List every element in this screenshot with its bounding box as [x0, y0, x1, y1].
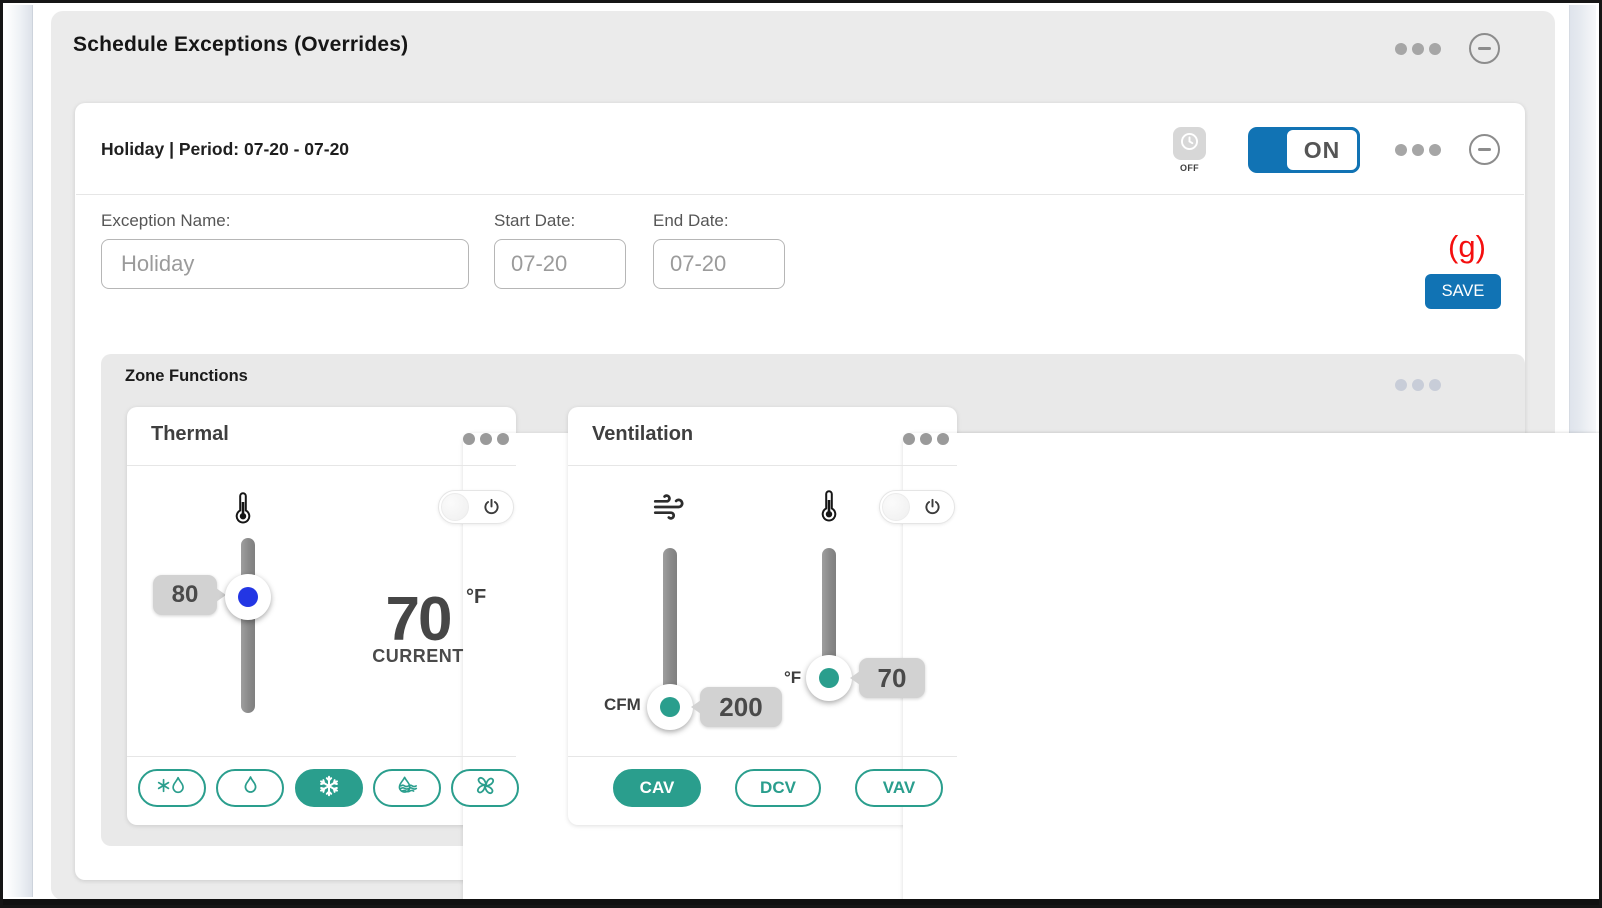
- ventilation-card: [568, 407, 957, 825]
- zone-menu-dots-icon[interactable]: [1395, 379, 1441, 391]
- panel-collapse-button[interactable]: [1469, 33, 1500, 64]
- ventilation-title: Ventilation: [592, 423, 694, 445]
- thermal-mode-heat-button[interactable]: [216, 769, 284, 807]
- exception-name-label: Exception Name:: [101, 211, 231, 230]
- header-divider: [76, 194, 1524, 195]
- end-date-label: End Date:: [653, 211, 729, 230]
- thermal-slider-handle[interactable]: [225, 574, 271, 620]
- vent-temp-unit-label: °F: [784, 668, 802, 687]
- end-date-input[interactable]: [653, 239, 785, 289]
- thermal-mode-dehumidify-button[interactable]: [373, 769, 441, 807]
- fan-icon: [473, 773, 498, 803]
- exception-on-toggle[interactable]: ON: [1248, 127, 1360, 173]
- thermal-mode-fan-button[interactable]: [451, 769, 519, 807]
- current-temperature-label: CURRENT: [372, 646, 464, 666]
- droplet-waves-icon: [395, 774, 420, 802]
- toggle-knob: [441, 493, 469, 521]
- ventilation-header-divider: [568, 465, 957, 466]
- thermometer-icon: [818, 487, 840, 528]
- page-title: Schedule Exceptions (Overrides): [73, 33, 409, 56]
- exception-name-input[interactable]: [101, 239, 469, 289]
- toggle-knob: [882, 493, 910, 521]
- schedule-toggle-state: OFF: [1180, 163, 1199, 173]
- cfm-handle-dot: [660, 697, 680, 717]
- cfm-value: 200: [719, 691, 763, 722]
- thermal-mode-auto-button[interactable]: [138, 769, 206, 807]
- ventilation-mode-cav-button[interactable]: CAV: [613, 769, 701, 807]
- current-temperature-unit: °F: [466, 586, 487, 608]
- start-date-input[interactable]: [494, 239, 626, 289]
- bubble-arrow: [691, 700, 701, 714]
- snow-flame-icon: [157, 774, 187, 802]
- thermal-setpoint-bubble: 80: [153, 575, 226, 615]
- vent-temp-slider-handle[interactable]: [806, 655, 852, 701]
- vent-temp-value-bubble: 70: [850, 658, 925, 698]
- cfm-value-bubble: 200: [691, 687, 782, 727]
- minus-icon: [1478, 47, 1491, 50]
- thermal-handle-dot: [238, 587, 258, 607]
- thermal-setpoint-value: 80: [171, 581, 199, 608]
- thermometer-icon: [232, 489, 254, 530]
- thermal-card: [127, 407, 516, 825]
- start-date-label: Start Date:: [494, 211, 576, 230]
- ventilation-menu-dots-icon[interactable]: [903, 433, 1599, 905]
- exception-collapse-button[interactable]: [1469, 134, 1500, 165]
- vent-temp-value: 70: [877, 662, 907, 693]
- cfm-slider-track[interactable]: [663, 548, 677, 714]
- clock-icon: [1179, 131, 1200, 157]
- toggle-on-label: ON: [1284, 127, 1360, 173]
- bubble-arrow: [850, 671, 860, 685]
- flame-icon: [239, 774, 262, 802]
- wind-icon: [651, 490, 685, 529]
- thermal-mode-cool-button[interactable]: [295, 769, 363, 807]
- thermal-header-divider: [127, 465, 516, 466]
- ventilation-power-toggle[interactable]: [879, 490, 955, 524]
- thermal-slider-track[interactable]: [241, 538, 255, 713]
- ventilation-mode-dcv-button[interactable]: DCV: [735, 769, 821, 807]
- snowflake-icon: [317, 774, 341, 803]
- exception-title: Holiday | Period: 07-20 - 07-20: [101, 139, 350, 159]
- exception-menu-dots-icon[interactable]: [1395, 144, 1441, 156]
- save-button[interactable]: SAVE: [1425, 274, 1501, 309]
- cfm-slider-handle[interactable]: [647, 684, 693, 730]
- cfm-label: CFM: [604, 695, 641, 714]
- vent-temp-handle-dot: [819, 668, 839, 688]
- current-temperature-value: 70: [385, 585, 453, 654]
- thermal-footer-divider: [127, 756, 516, 757]
- ventilation-mode-vav-button[interactable]: VAV: [855, 769, 943, 807]
- left-page-edge: [6, 5, 33, 897]
- thermal-title: Thermal: [151, 423, 229, 445]
- callout-annotation: (g): [1448, 229, 1486, 264]
- ventilation-footer-divider: [568, 756, 957, 757]
- zone-functions-title: Zone Functions: [125, 367, 248, 385]
- thermal-power-toggle[interactable]: [438, 490, 514, 524]
- bubble-arrow: [216, 588, 226, 602]
- panel-menu-dots-icon[interactable]: [1395, 43, 1441, 55]
- bottom-border: [3, 899, 1599, 905]
- schedule-clock-button[interactable]: [1173, 127, 1206, 160]
- minus-icon: [1478, 148, 1491, 151]
